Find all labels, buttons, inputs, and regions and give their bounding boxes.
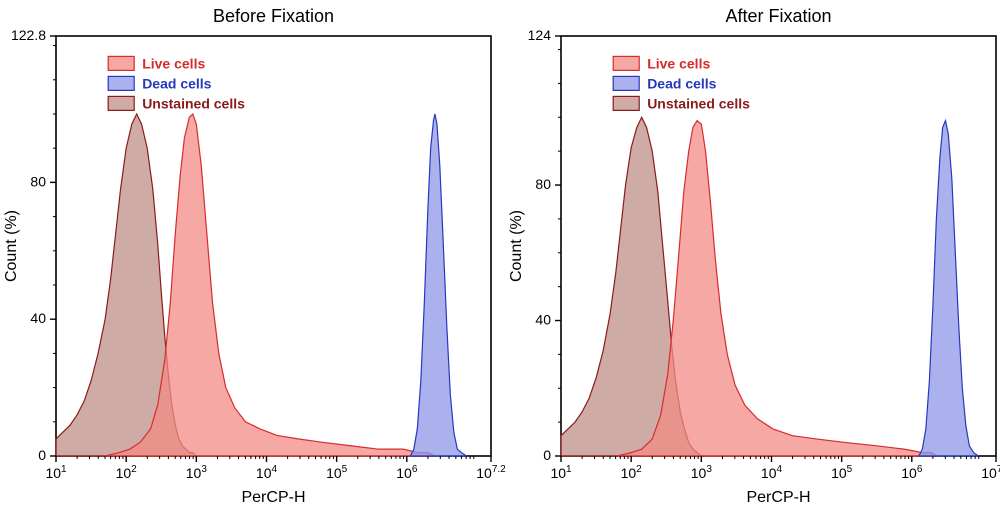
legend: Live cells Dead cells Unstained cells [108, 55, 245, 111]
chart-panel: After Fixation 0 40 80 124 Count (%) 101 102 103… [508, 6, 1000, 506]
x-axis-label: PerCP-H [241, 489, 305, 506]
legend-label: Live cells [647, 55, 710, 71]
y-tick-label: 80 [535, 176, 551, 192]
plot-area: 0 40 80 124 Count (%) 101 102 103 104 105 106 107.2… [508, 27, 1000, 506]
y-tick-label: 124 [528, 27, 552, 43]
plot-area: 0 40 80 122.8 Count (%) 101 102 103 104 105 106 107… [3, 27, 506, 506]
y-axis-label: Count (%) [3, 210, 20, 282]
x-tick-label: 102 [116, 464, 138, 481]
x-tick-label: 102 [621, 464, 643, 481]
x-tick-label: 106 [901, 464, 923, 481]
x-tick-label: 105 [831, 464, 853, 481]
chart-svg: Before Fixation 0 40 80 122.8 Count (%) 101 102… [0, 0, 1000, 516]
legend-swatch [613, 56, 639, 70]
legend-swatch [613, 96, 639, 110]
x-tick-label: 103 [186, 464, 208, 481]
x-tick-label: 104 [761, 464, 783, 481]
y-tick-label: 40 [535, 312, 551, 328]
histogram-series [919, 121, 979, 456]
legend-swatch [108, 56, 134, 70]
legend-swatch [108, 76, 134, 90]
x-tick-label: 104 [256, 464, 278, 481]
x-tick-label: 101 [550, 464, 572, 481]
y-tick-label: 80 [30, 173, 46, 189]
chart-title: Before Fixation [213, 6, 334, 26]
x-tick-label: 107.2 [981, 464, 1000, 481]
legend-label: Dead cells [647, 75, 716, 91]
y-tick-label: 122.8 [11, 27, 46, 43]
x-tick-label: 106 [396, 464, 418, 481]
x-axis-label: PerCP-H [746, 489, 810, 506]
legend-label: Unstained cells [647, 95, 750, 111]
y-tick-label: 0 [543, 447, 551, 463]
legend-swatch [108, 96, 134, 110]
figure: Before Fixation 0 40 80 122.8 Count (%) 101 102… [0, 0, 1000, 516]
x-tick-label: 107.2 [476, 464, 506, 481]
legend-label: Live cells [142, 55, 205, 71]
y-axis-label: Count (%) [508, 210, 525, 282]
x-tick-label: 101 [45, 464, 67, 481]
legend-label: Unstained cells [142, 95, 245, 111]
chart-title: After Fixation [725, 6, 831, 26]
legend: Live cells Dead cells Unstained cells [613, 55, 750, 111]
x-tick-label: 103 [691, 464, 713, 481]
chart-panel: Before Fixation 0 40 80 122.8 Count (%) 101 102… [3, 6, 506, 506]
y-tick-label: 40 [30, 310, 46, 326]
y-tick-label: 0 [38, 447, 46, 463]
x-tick-label: 105 [326, 464, 348, 481]
legend-swatch [613, 76, 639, 90]
legend-label: Dead cells [142, 75, 211, 91]
histogram-series [410, 114, 466, 456]
